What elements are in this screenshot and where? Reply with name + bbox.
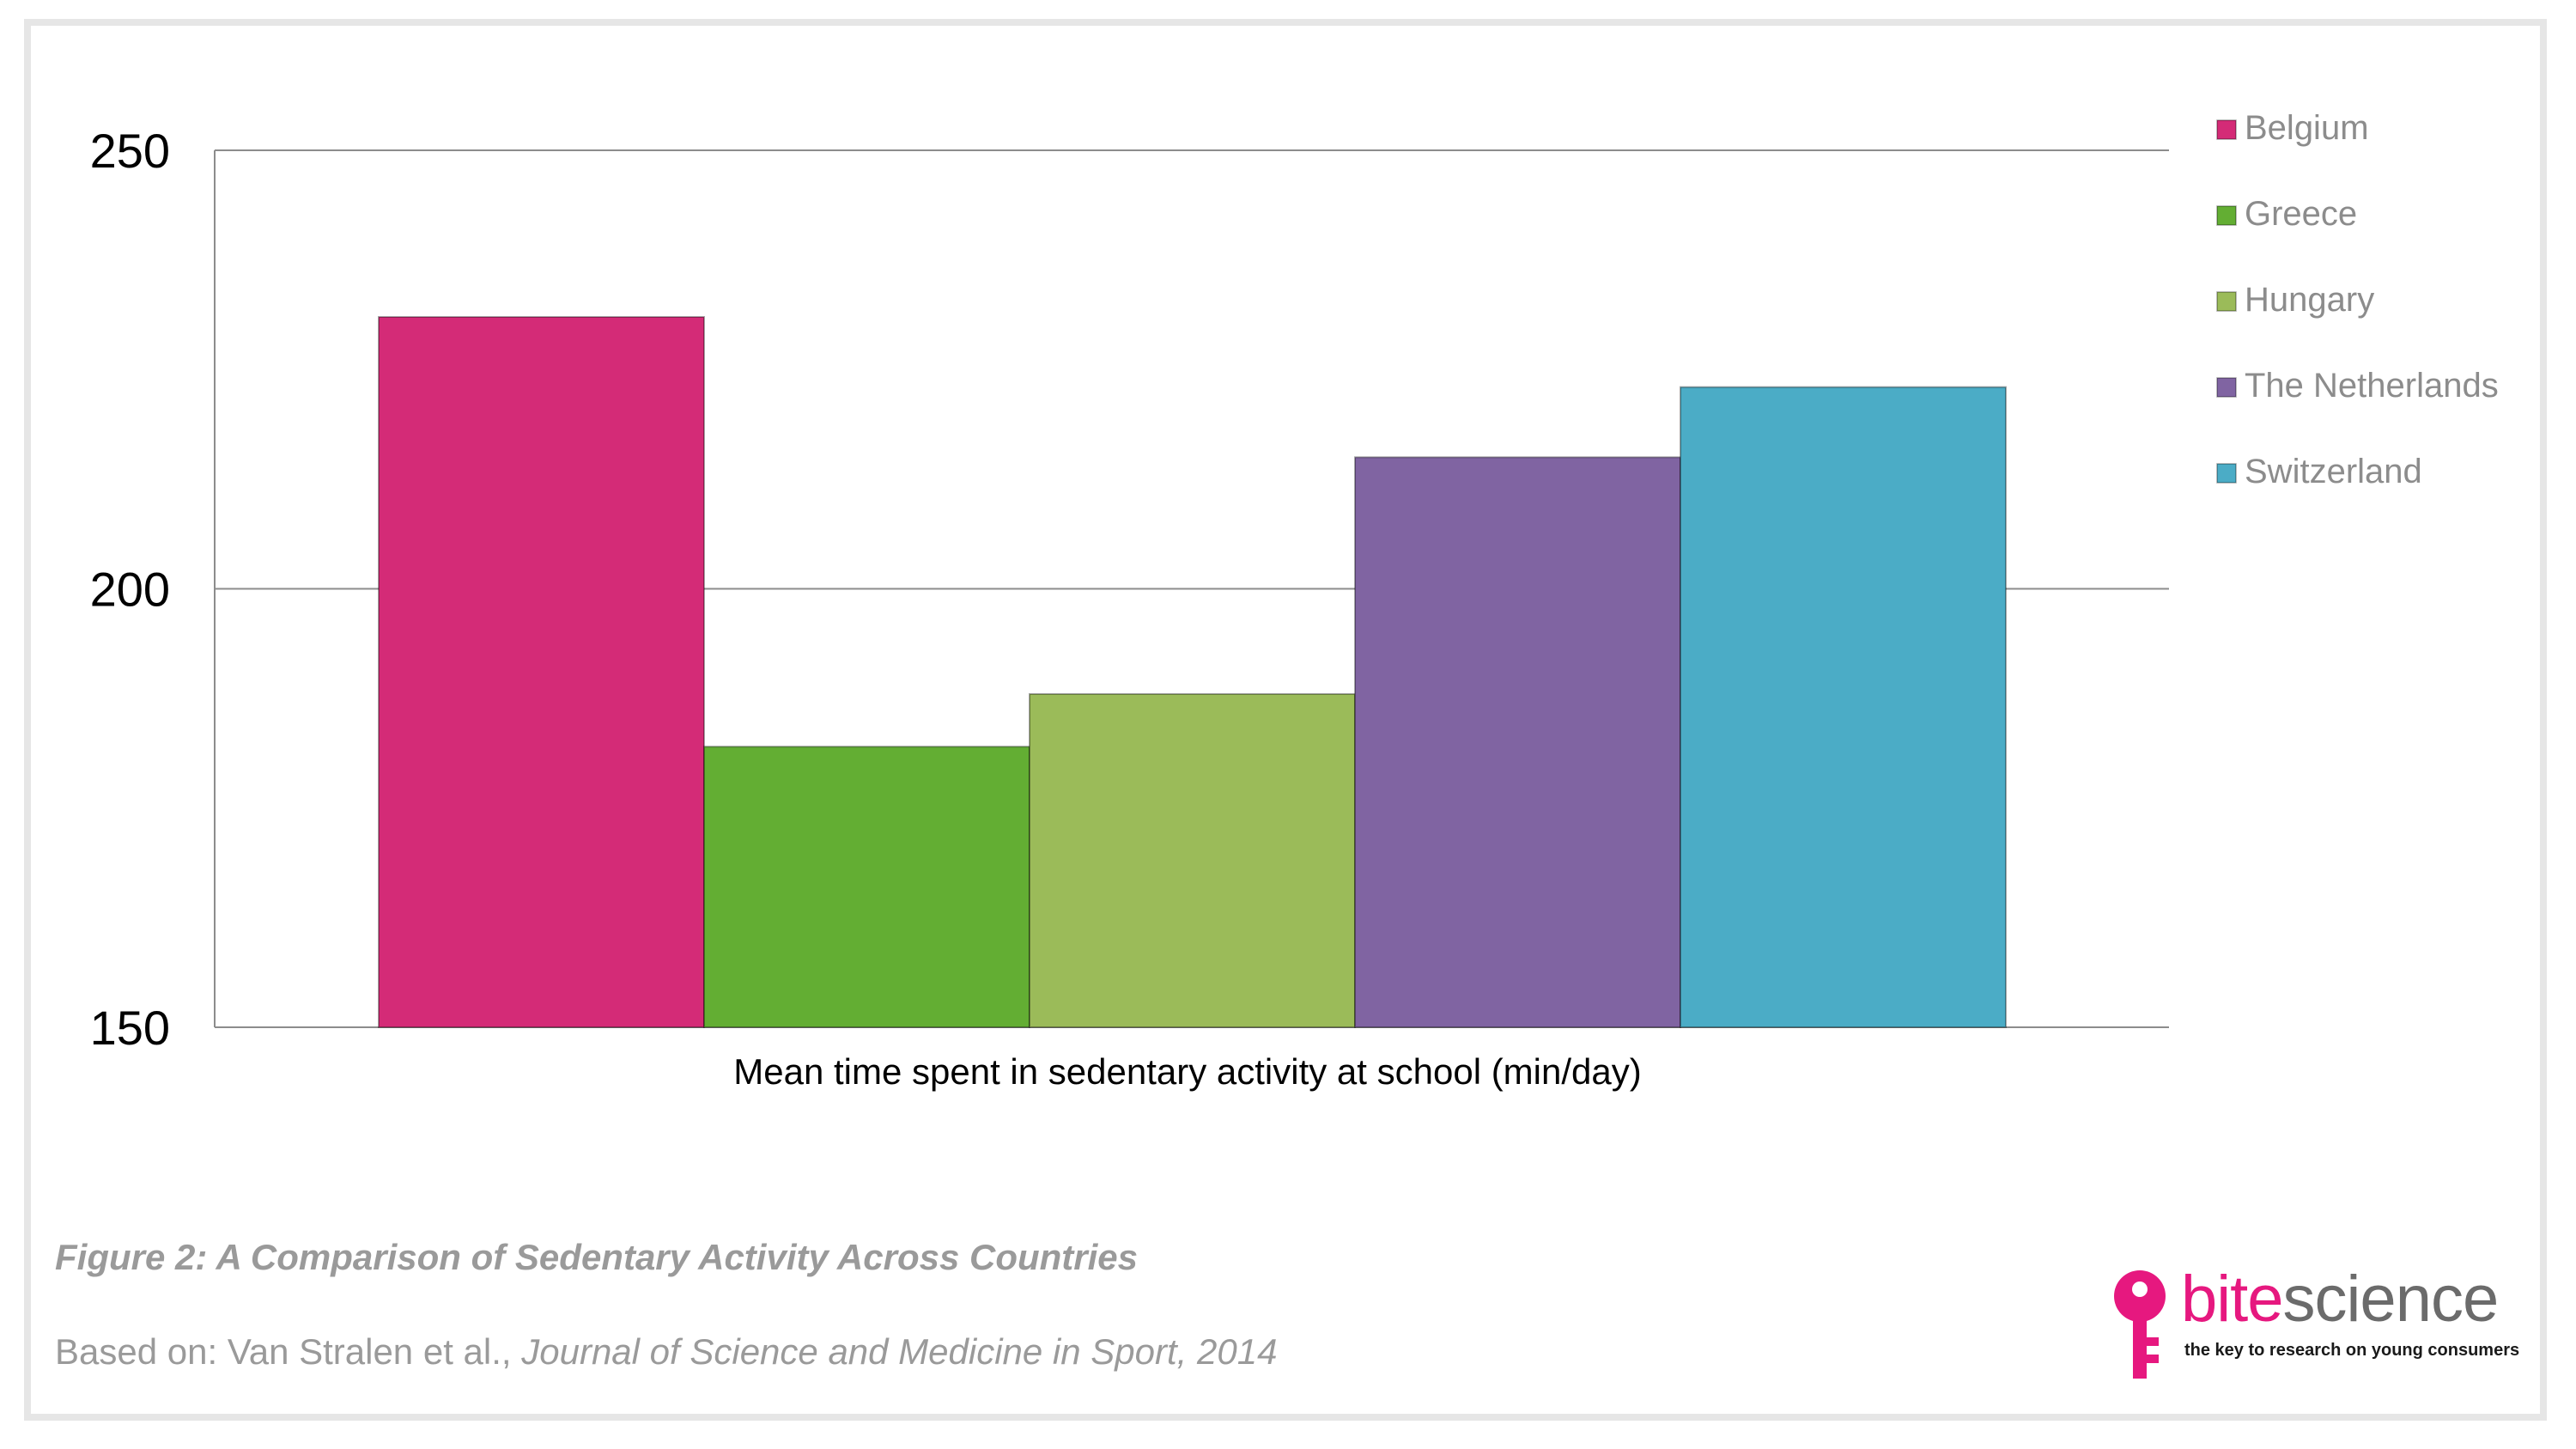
figure-source: Based on: Van Stralen et al., Journal of… [55, 1331, 1277, 1373]
x-axis-label: Mean time spent in sedentary activity at… [733, 1051, 1641, 1092]
bar-greece [703, 746, 1030, 1029]
logo-tagline: the key to research on young consumers [2184, 1341, 2520, 1360]
y-tick-label: 200 [90, 563, 170, 617]
legend-label: The Netherlands [2245, 367, 2499, 405]
legend: Belgium Greece Hungary The Netherlands Switz… [2216, 109, 2499, 490]
legend-swatch [2216, 119, 2237, 140]
legend-swatch [2216, 463, 2237, 484]
bar-belgium [378, 315, 705, 1028]
figure-caption: Figure 2: A Comparison of Sedentary Acti… [55, 1237, 1139, 1277]
bars [378, 315, 2007, 1029]
legend-label: Belgium [2245, 109, 2369, 147]
legend-label: Hungary [2245, 281, 2374, 319]
bar-the-netherlands [1354, 456, 1681, 1028]
bitescience-logo: bitescience the key to research on young… [2112, 1263, 2524, 1387]
legend-label: Greece [2245, 195, 2357, 233]
legend-swatch [2216, 205, 2237, 226]
legend-label: Switzerland [2245, 453, 2422, 490]
logo-word-science: science [2282, 1263, 2500, 1336]
source-prefix: Based on: Van Stralen et al., [55, 1331, 522, 1372]
logo-word-bite: bite [2181, 1263, 2284, 1336]
y-axis-ticks: 150 200 250 [90, 124, 170, 1055]
source-journal: Journal of Science and Medicine in Sport… [521, 1331, 1278, 1372]
y-tick-label: 150 [90, 1001, 170, 1055]
key-icon [2114, 1270, 2166, 1379]
legend-swatch [2216, 291, 2237, 312]
logo-wordmark: bitescience [2181, 1262, 2500, 1336]
bar-hungary [1029, 693, 1356, 1029]
y-tick-label: 250 [90, 124, 170, 178]
bar-switzerland [1680, 386, 2007, 1029]
legend-swatch [2216, 377, 2237, 398]
